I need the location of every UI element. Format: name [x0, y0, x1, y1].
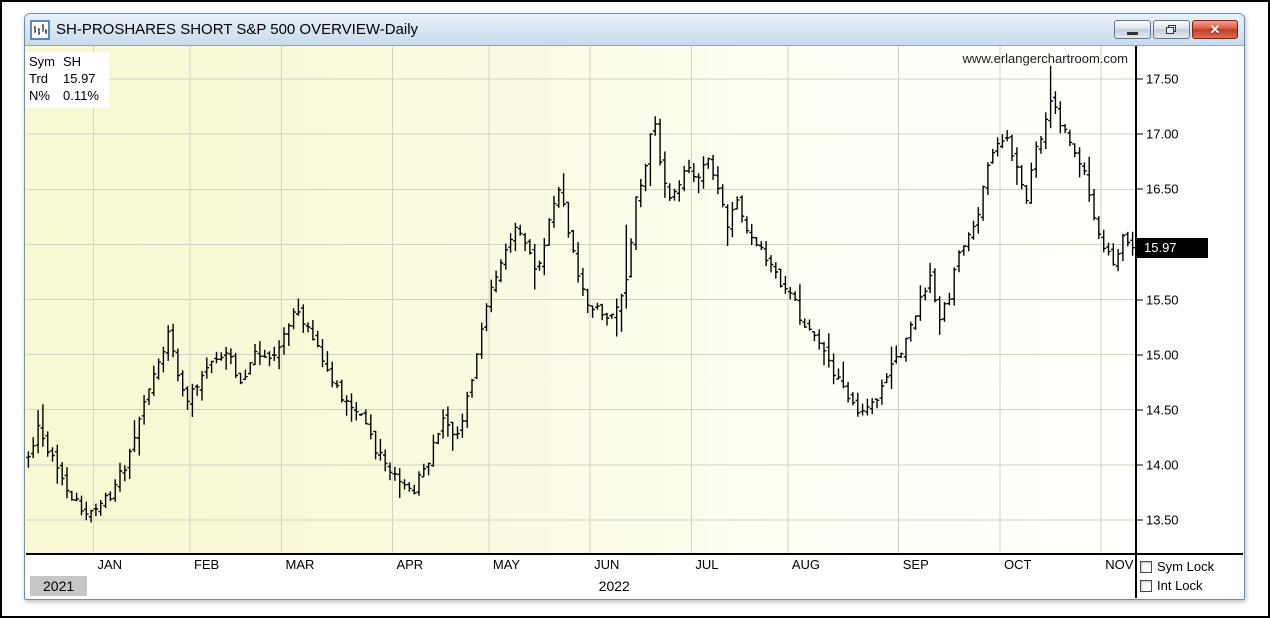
int-lock-row: Int Lock [1140, 576, 1243, 595]
month-label-aug: AUG [791, 557, 820, 572]
month-label-sep: SEP [902, 557, 929, 572]
month-label-oct: OCT [1003, 557, 1032, 572]
price-tick-15.50: 15.50 [1137, 292, 1179, 307]
lock-panel: Sym Lock Int Lock [1137, 553, 1243, 595]
quote-overlay: Sym SH Trd 15.97 N% 0.11% [26, 52, 109, 108]
month-label-nov: NOV [1105, 557, 1134, 572]
sym-lock-label: Sym Lock [1157, 559, 1215, 574]
month-label-jan: JAN [97, 557, 123, 572]
restore-icon [1166, 25, 1176, 34]
window-controls: ✕ [1114, 20, 1238, 39]
quote-row-netpct: N% 0.11% [29, 88, 99, 103]
minimize-icon [1127, 32, 1138, 35]
sym-lock-row: Sym Lock [1140, 557, 1243, 576]
quote-row-trade: Trd 15.97 [29, 71, 96, 86]
app-icon [30, 19, 50, 40]
app-window: SH-PROSHARES SHORT S&P 500 OVERVIEW-Dail… [24, 13, 1245, 600]
price-tick-16.50: 16.50 [1137, 182, 1179, 197]
month-label-jun: JUN [594, 557, 620, 572]
month-label-mar: MAR [285, 557, 315, 572]
int-lock-checkbox[interactable] [1140, 579, 1152, 592]
price-tick-15.00: 15.00 [1137, 347, 1179, 362]
price-tick-13.50: 13.50 [1137, 512, 1179, 527]
price-chart-plot[interactable]: Sym SH Trd 15.97 N% 0.11% www.erlangerchart… [26, 46, 1135, 553]
month-label-jul: JUL [695, 557, 719, 572]
minimize-button[interactable] [1114, 20, 1151, 39]
price-axis: 15.97 Sym Lock Int Lock 13.50 14.00 14.50 1… [1135, 46, 1243, 598]
restore-button[interactable] [1153, 20, 1190, 39]
price-tick-14.00: 14.00 [1137, 457, 1179, 472]
year-label-left: 2021 [30, 576, 88, 596]
ohlc-chart [26, 46, 1135, 553]
watermark: www.erlangerchartroom.com [962, 51, 1128, 66]
titlebar[interactable]: SH-PROSHARES SHORT S&P 500 OVERVIEW-Dail… [25, 14, 1244, 46]
quote-row-symbol: Sym SH [29, 54, 82, 69]
close-icon: ✕ [1209, 22, 1221, 37]
month-label-apr: APR [396, 557, 424, 572]
year-label-center: 2022 [598, 578, 630, 594]
last-price-tag: 15.97 [1137, 237, 1208, 258]
time-axis: JAN FEB MAR APR MAY JUN JUL AUG SEP OCT NOV [26, 553, 1135, 575]
price-tick-17.50: 17.50 [1137, 72, 1179, 87]
chart-window-body: Sym SH Trd 15.97 N% 0.11% www.erlangerchart… [26, 46, 1243, 598]
sym-lock-checkbox[interactable] [1140, 560, 1152, 573]
month-label-may: MAY [492, 557, 521, 572]
int-lock-label: Int Lock [1157, 578, 1203, 593]
chart-footer: 2021 2022 [26, 575, 1135, 598]
window-title: SH-PROSHARES SHORT S&P 500 OVERVIEW-Dail… [56, 21, 419, 38]
price-tick-17.00: 17.00 [1137, 127, 1179, 142]
close-button[interactable]: ✕ [1192, 20, 1238, 39]
month-label-feb: FEB [193, 557, 220, 572]
price-tick-14.50: 14.50 [1137, 402, 1179, 417]
